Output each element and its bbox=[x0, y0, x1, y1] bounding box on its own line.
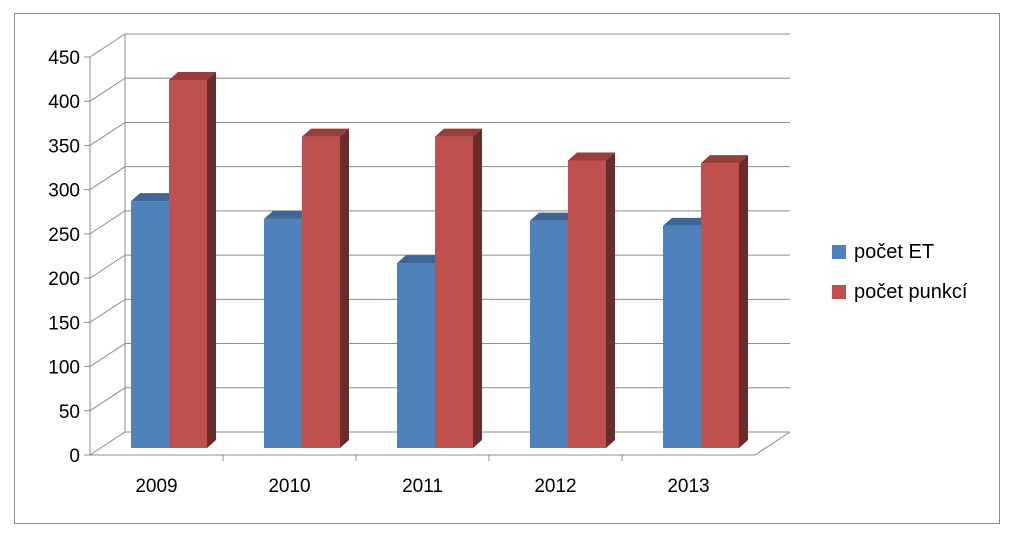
legend-label-1: počet punkcí bbox=[854, 280, 968, 303]
bar-2009-series-1 bbox=[169, 71, 216, 449]
bar-2012-series-1 bbox=[568, 152, 615, 449]
y-tick-label-3: 150 bbox=[48, 313, 80, 334]
bar-front bbox=[264, 218, 302, 448]
x-tick-label-2011: 2011 bbox=[402, 476, 443, 497]
legend-swatch-0 bbox=[832, 245, 846, 259]
bar-top bbox=[530, 212, 577, 221]
bar-side bbox=[207, 71, 216, 449]
bar-front bbox=[530, 220, 568, 448]
bar-2010-series-1 bbox=[302, 128, 349, 448]
bar-front bbox=[131, 201, 169, 448]
y-tick-label-5: 250 bbox=[48, 225, 80, 246]
gridline-8 bbox=[89, 77, 790, 102]
x-tick-label-2010: 2010 bbox=[268, 476, 310, 497]
x-tick-label-2012: 2012 bbox=[534, 476, 576, 497]
bar-top bbox=[302, 128, 349, 137]
bar-front bbox=[701, 163, 739, 448]
y-tick-label-2: 100 bbox=[48, 358, 80, 379]
bar-front bbox=[568, 160, 606, 449]
bar-top bbox=[568, 152, 615, 161]
bar-front bbox=[397, 263, 435, 448]
x-tick-label-2013: 2013 bbox=[667, 476, 709, 497]
bar-side bbox=[606, 152, 615, 449]
bar-front bbox=[169, 79, 207, 449]
floor-right-edge bbox=[754, 431, 791, 456]
legend-swatch-1 bbox=[832, 285, 846, 299]
bar-top bbox=[169, 71, 216, 80]
gridline-9 bbox=[89, 33, 790, 58]
y-tick-label-9: 450 bbox=[48, 48, 80, 69]
bar-front bbox=[302, 136, 340, 448]
legend-item-1: počet punkcí bbox=[832, 272, 967, 312]
chart-walls bbox=[89, 34, 791, 456]
bar-side bbox=[473, 128, 482, 448]
bar-top bbox=[663, 217, 710, 226]
bar-front bbox=[663, 225, 701, 448]
gridline-7 bbox=[89, 121, 790, 146]
bar-top bbox=[264, 210, 311, 219]
bar-front bbox=[435, 136, 473, 448]
bar-top bbox=[397, 255, 444, 264]
bar-side bbox=[739, 155, 748, 448]
x-axis-ticks: 2009 2010 2011 2012 2013 bbox=[135, 455, 710, 497]
bar-2011-series-1 bbox=[435, 128, 482, 448]
legend-item-0: počet ET bbox=[832, 232, 967, 272]
bar-side bbox=[340, 128, 349, 448]
bars bbox=[131, 71, 748, 449]
bar-top bbox=[435, 128, 482, 137]
y-tick-label-8: 400 bbox=[48, 92, 80, 113]
legend-label-0: počet ET bbox=[854, 240, 935, 263]
bar-top bbox=[701, 155, 748, 164]
y-axis-ticks: 0 50 100 150 200 250 300 350 400 450 bbox=[48, 48, 80, 467]
y-tick-label-6: 300 bbox=[48, 181, 80, 202]
y-tick-label-7: 350 bbox=[48, 136, 80, 157]
bar-2013-series-1 bbox=[701, 155, 748, 448]
y-tick-label-4: 200 bbox=[48, 269, 80, 290]
y-tick-label-1: 50 bbox=[59, 402, 80, 423]
bar-top bbox=[131, 193, 178, 202]
y-tick-label-0: 0 bbox=[69, 446, 80, 467]
legend: počet ET počet punkcí bbox=[832, 232, 967, 312]
x-tick-label-2009: 2009 bbox=[135, 476, 177, 497]
